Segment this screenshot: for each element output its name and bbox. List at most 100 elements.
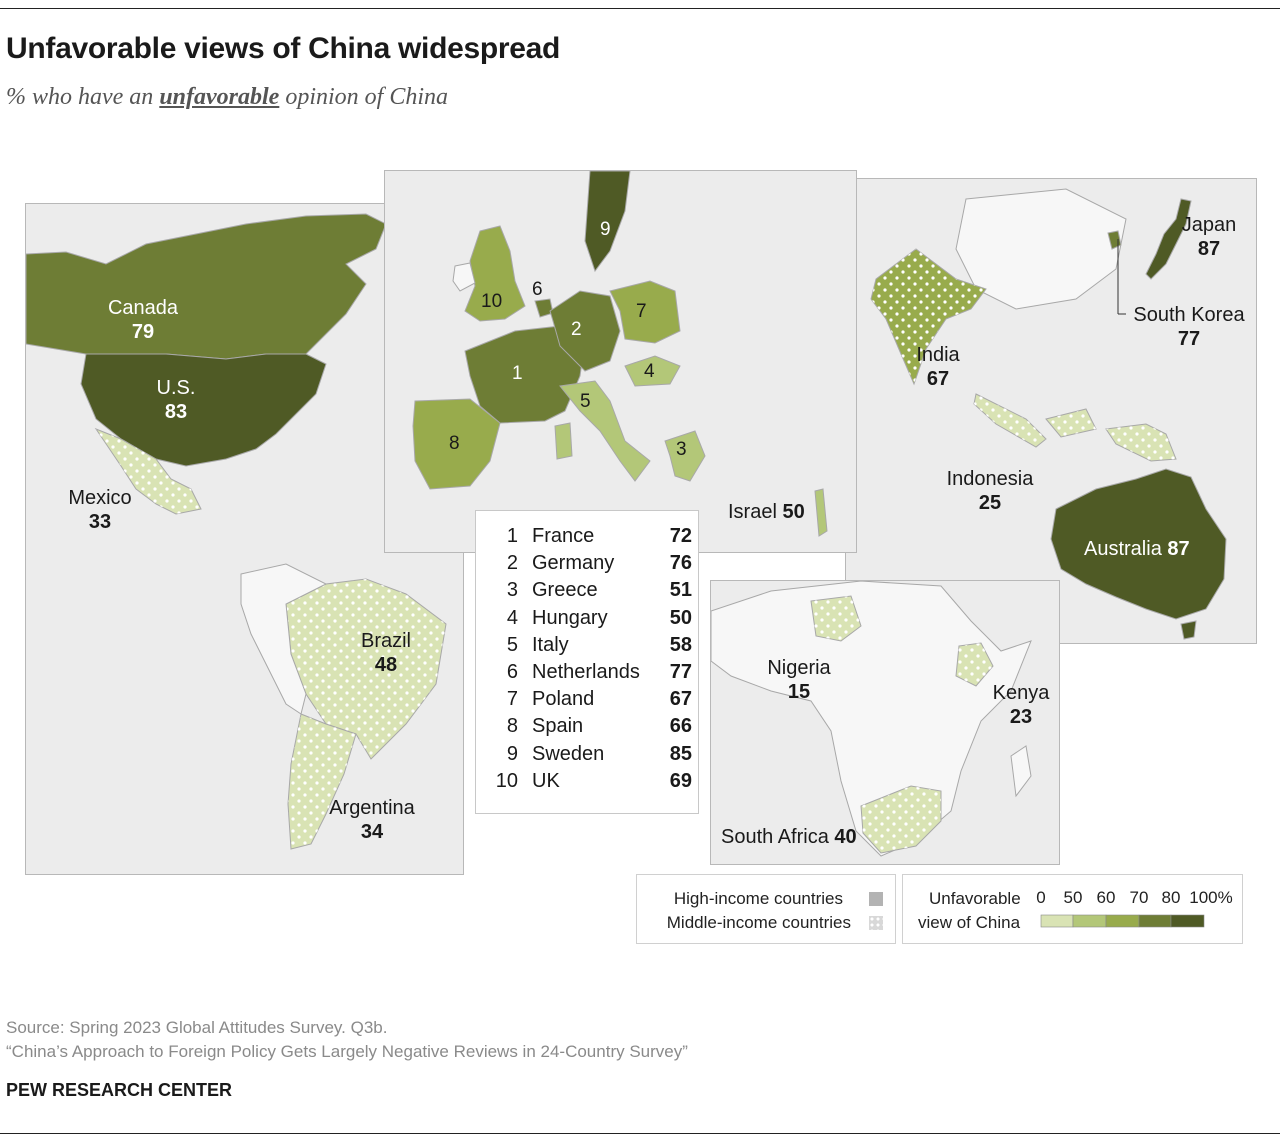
key-row-country: Italy	[532, 633, 569, 656]
key-row-country: Poland	[532, 688, 595, 711]
key-row-country: Netherlands	[532, 661, 640, 683]
italy-shape	[554, 380, 651, 482]
india-value: 67	[926, 368, 950, 390]
nigeria-value: 15	[787, 681, 811, 703]
south-korea-value: 77	[1177, 328, 1201, 350]
mexico-dot-pattern	[96, 429, 201, 514]
scale-band	[1170, 914, 1205, 928]
indonesia-dot-pattern	[974, 394, 1176, 461]
key-row-number: 2	[506, 552, 518, 575]
israel-shape	[814, 488, 828, 537]
subtitle-suffix: opinion of China	[285, 84, 448, 110]
key-row-number: 1	[506, 525, 518, 547]
key-row-value: 66	[669, 715, 692, 738]
india-name: India	[916, 344, 960, 366]
key-row-value: 76	[669, 552, 692, 575]
sweden-shape	[584, 171, 631, 273]
scale-band	[1138, 914, 1172, 928]
ireland-shape	[452, 262, 476, 292]
europe-country-shapes	[412, 171, 828, 537]
south-korea-label: South Korea 77	[1126, 303, 1252, 351]
income-legend: High-income countries Middle-income coun…	[636, 874, 896, 944]
japan-value: 87	[1197, 238, 1221, 260]
europe-key-row: 6 Netherlands 77	[476, 661, 700, 688]
south-africa-value: 40	[834, 826, 857, 848]
key-row-number: 10	[495, 769, 518, 792]
south-africa-name: South Africa	[721, 826, 829, 848]
key-row-value: 50	[669, 606, 692, 629]
israel-label: Israel 50	[728, 500, 805, 524]
indonesia-label: Indonesia 25	[934, 467, 1046, 515]
africa-map-panel: Nigeria 15 Kenya 23 South Africa 40	[710, 580, 1060, 865]
key-row-number: 3	[506, 579, 518, 602]
canada-value: 79	[131, 321, 155, 343]
europe-key-row: 4 Hungary 50	[476, 607, 700, 634]
europe-map	[412, 171, 828, 537]
key-row-number: 9	[506, 742, 518, 765]
asia-pacific-map	[870, 188, 1227, 640]
other-south-america-shape	[240, 563, 328, 715]
subtitle-emphasis: unfavorable	[159, 84, 280, 110]
africa-map	[711, 581, 1032, 857]
uk-number: 10	[481, 291, 503, 312]
india-label: India 67	[904, 343, 972, 391]
australia-value: 87	[1167, 538, 1190, 560]
key-row-value: 85	[669, 742, 692, 765]
key-row-country: Greece	[532, 579, 598, 602]
europe-key-row: 5 Italy 58	[476, 634, 700, 661]
middle-income-swatch	[869, 916, 883, 930]
south-korea-name: South Korea	[1133, 304, 1245, 326]
scale-tick-label: 100%	[1189, 888, 1232, 907]
argentina-name: Argentina	[329, 797, 415, 819]
europe-key-row: 9 Sweden 85	[476, 743, 700, 770]
brazil-dot-pattern	[286, 579, 446, 759]
australia-name: Australia	[1084, 538, 1162, 560]
key-row-number: 6	[506, 661, 518, 683]
argentina-value: 34	[360, 821, 384, 843]
spain-shape	[412, 398, 501, 490]
netherlands-number: 6	[532, 279, 543, 300]
brazil-label: Brazil 48	[346, 629, 426, 677]
subtitle-prefix: % who have an	[6, 84, 154, 110]
kenya-value: 23	[1009, 706, 1033, 728]
key-row-country: Hungary	[532, 606, 608, 629]
color-scale-bar: 0 50 60 70 80 100%	[1036, 888, 1233, 928]
mexico-name: Mexico	[68, 487, 132, 509]
middle-income-label: Middle-income countries	[666, 913, 851, 932]
scale-label-line2: view of China	[918, 913, 1021, 932]
page-title: Unfavorable views of China widespread	[6, 32, 561, 65]
americas-map	[26, 213, 447, 850]
africa-continent-shape	[711, 581, 1032, 857]
us-label: U.S. 83	[136, 376, 216, 424]
mexico-label: Mexico 33	[56, 486, 144, 534]
scale-band	[1072, 914, 1107, 928]
us-value: 83	[164, 401, 188, 423]
brazil-value: 48	[374, 654, 398, 676]
scale-band	[1040, 914, 1074, 928]
australia-shape	[1050, 468, 1227, 620]
nigeria-label: Nigeria 15	[761, 656, 837, 704]
netherlands-shape	[534, 298, 554, 318]
japan-label: Japan 87	[1171, 213, 1247, 261]
israel-value: 50	[782, 501, 805, 523]
europe-key-row: 8 Spain 66	[476, 715, 700, 742]
poland-shape	[609, 280, 681, 344]
nigeria-dot-pattern	[811, 596, 861, 641]
page-subtitle: % who have an unfavorable opinion of Chi…	[6, 84, 448, 111]
tasmania-shape	[1180, 620, 1197, 640]
key-row-number: 7	[506, 688, 518, 711]
indonesia-value: 25	[978, 492, 1002, 514]
key-row-value: 77	[669, 661, 692, 683]
key-row-number: 8	[506, 715, 518, 738]
high-income-swatch	[869, 892, 883, 906]
key-row-country: Spain	[532, 715, 584, 738]
key-row-value: 69	[669, 769, 692, 792]
europe-key-row: 2 Germany 76	[476, 552, 700, 579]
israel-name: Israel	[728, 501, 777, 523]
south-africa-dot-pattern	[861, 786, 941, 853]
key-row-country: Sweden	[532, 742, 605, 765]
asia-country-shapes	[870, 188, 1227, 640]
asia-pacific-map-panel: Japan 87 South Korea 77 India 67 Indonesia 2…	[845, 178, 1257, 644]
key-row-number: 4	[506, 606, 518, 629]
argentina-dot-pattern	[288, 714, 356, 849]
